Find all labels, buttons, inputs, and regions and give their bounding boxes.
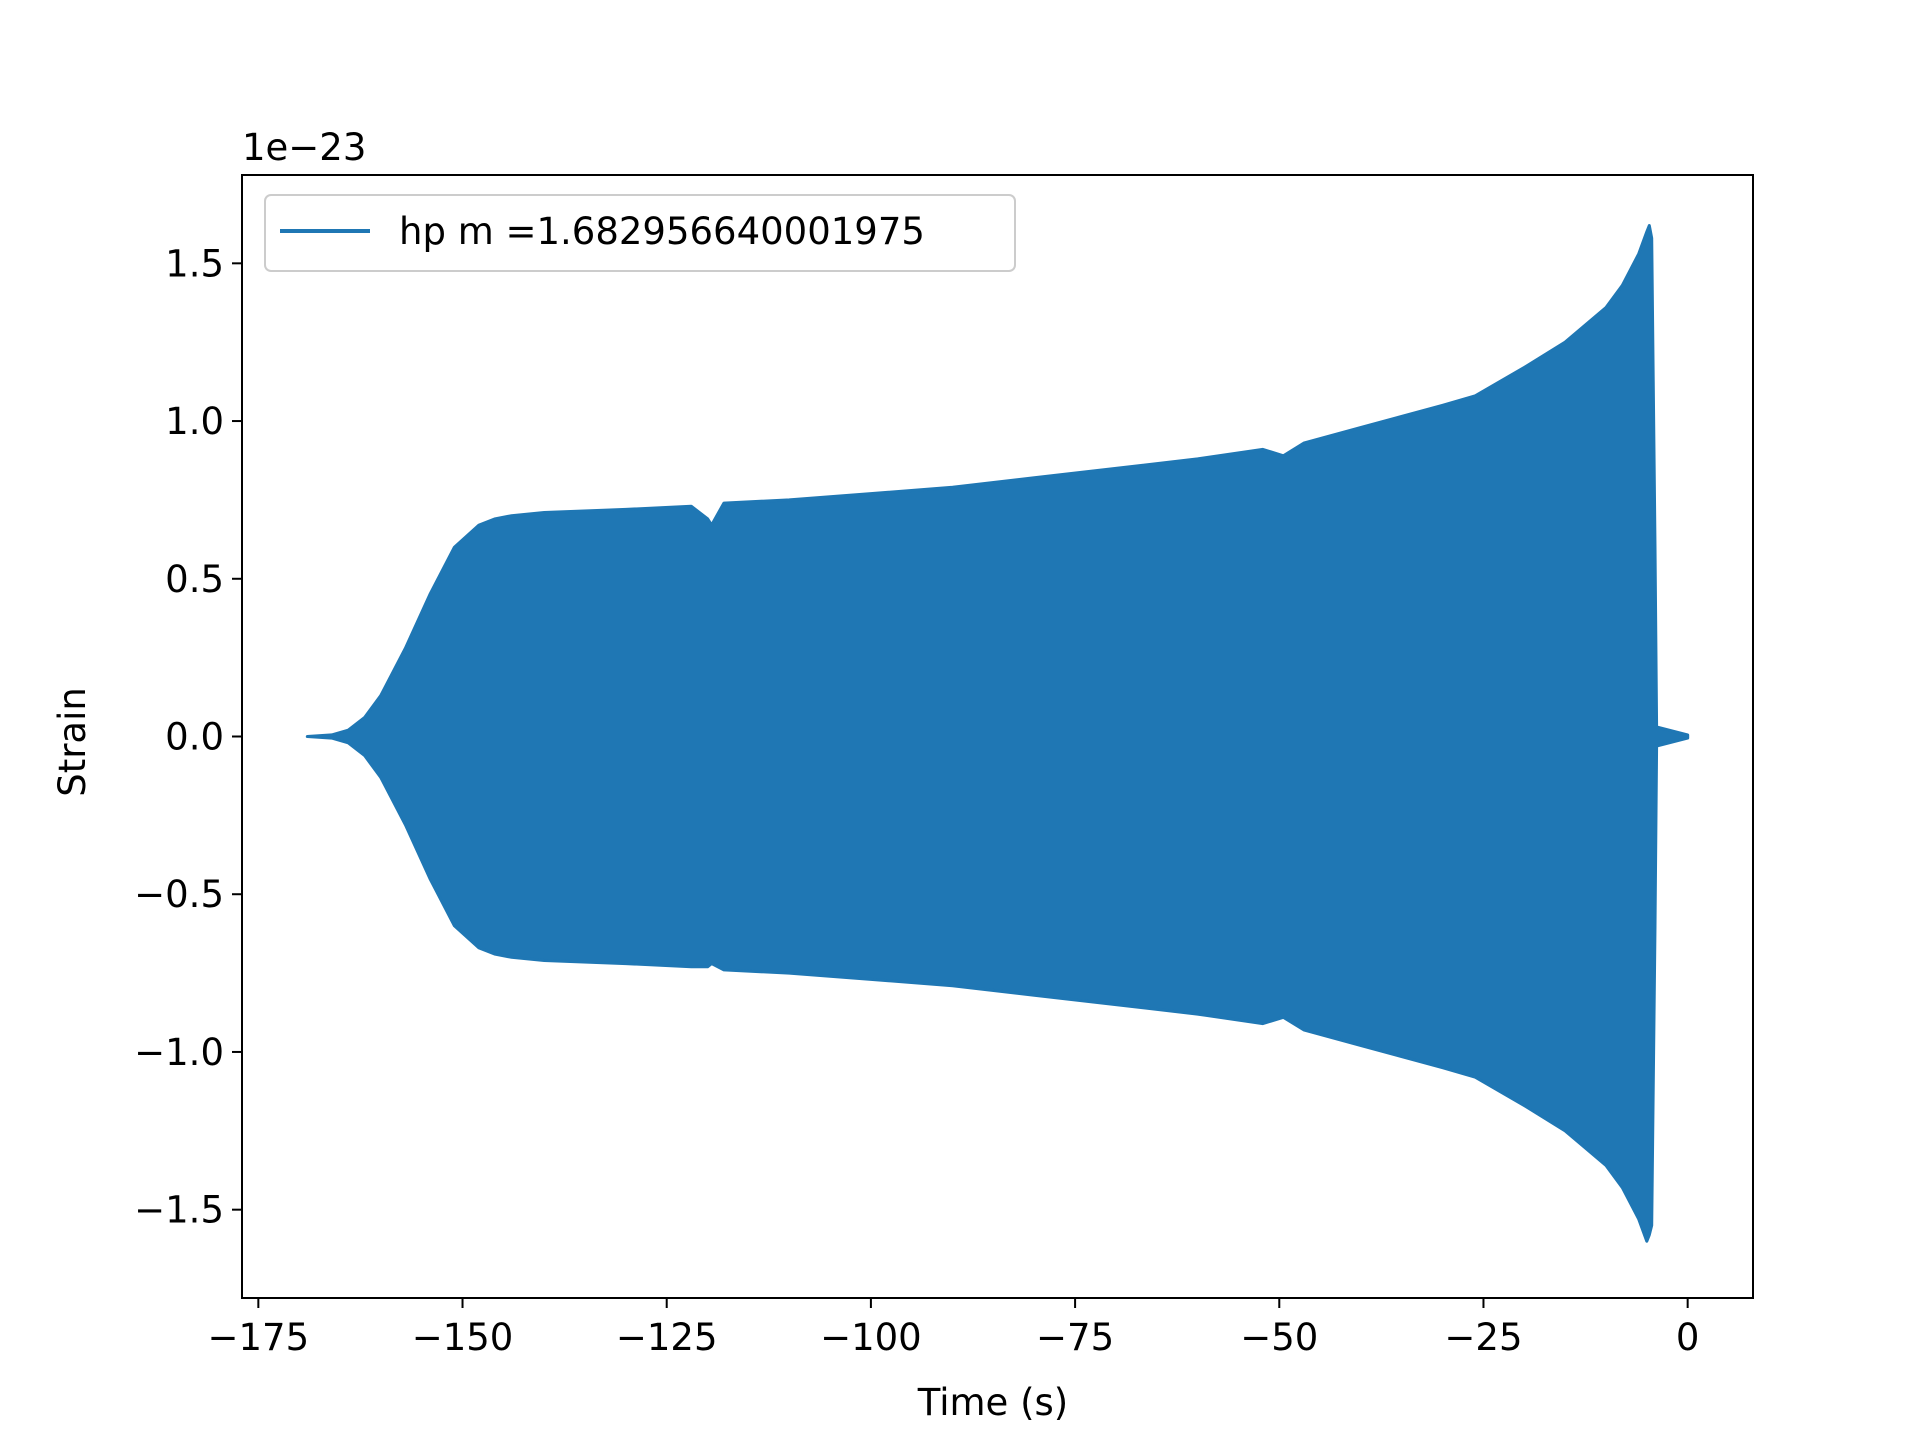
y-axis-ticks: 1.5 1.0 0.5 0.0 −0.5 −1.0 −1.5 (134, 242, 242, 1232)
y-axis-label: Strain (51, 687, 94, 797)
x-tick-label: −50 (1240, 1316, 1318, 1359)
y-tick-label: −1.5 (134, 1189, 224, 1232)
y-tick-label: −1.0 (134, 1031, 224, 1074)
y-tick-label: 1.0 (165, 400, 224, 443)
x-tick-label: −175 (208, 1316, 310, 1359)
y-tick-label: −0.5 (134, 873, 224, 916)
waveform-hp (305, 224, 1690, 1243)
legend: hp m =1.682956640001975 (264, 194, 1016, 272)
x-tick-label: 0 (1676, 1316, 1700, 1359)
x-tick-label: −25 (1444, 1316, 1522, 1359)
x-axis-ticks: −175 −150 −125 −100 −75 −50 −25 0 (208, 1298, 1700, 1359)
x-tick-label: −100 (820, 1316, 922, 1359)
x-axis-label: Time (s) (917, 1381, 1068, 1424)
y-tick-label: 0.5 (165, 558, 224, 601)
y-tick-label: 0.0 (165, 716, 224, 759)
legend-label: hp m =1.682956640001975 (399, 210, 925, 253)
plot-area (305, 224, 1690, 1243)
x-tick-label: −150 (412, 1316, 514, 1359)
y-axis-offset-text: 1e−23 (242, 126, 366, 169)
x-tick-label: −75 (1036, 1316, 1114, 1359)
legend-box (264, 194, 1016, 272)
x-tick-label: −125 (616, 1316, 718, 1359)
y-tick-label: 1.5 (165, 242, 224, 285)
